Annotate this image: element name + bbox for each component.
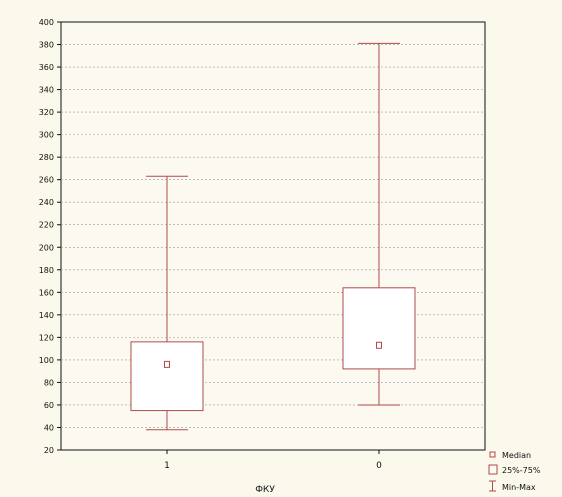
legend-item-box: 25%-75% — [488, 464, 541, 475]
y-tick-label: 360 — [39, 63, 54, 72]
y-tick-label: 380 — [39, 41, 54, 50]
legend: Median 25%-75% Min-Max — [488, 451, 541, 492]
boxes — [130, 42, 416, 431]
y-tick-label: 80 — [44, 378, 54, 387]
median-marker — [376, 341, 382, 349]
y-tick-label: 100 — [39, 356, 54, 365]
median-marker — [164, 360, 170, 368]
legend-item-whisker: Min-Max — [489, 480, 536, 492]
y-tick-label: 280 — [39, 153, 54, 162]
y-tick-label: 400 — [39, 18, 54, 27]
y-tick-label: 260 — [39, 176, 54, 185]
x-axis-label: ФКУ — [255, 485, 275, 495]
y-tick-label: 160 — [39, 288, 54, 297]
median-marker-icon — [489, 451, 496, 458]
y-tick-label: 300 — [39, 131, 54, 140]
box-group-0 — [342, 42, 416, 406]
y-tick-label: 60 — [44, 401, 54, 410]
box-legend-icon — [488, 464, 498, 475]
box-group-1 — [130, 175, 204, 431]
y-tick-label: 140 — [39, 311, 54, 320]
legend-label-whisker: Min-Max — [502, 483, 536, 492]
iqr-box — [130, 341, 204, 412]
y-tick-label: 220 — [39, 221, 54, 230]
x-tick-label: 1 — [164, 461, 170, 471]
y-axis-ticks: 20 40 60 80 100 120 140 160 180 200 220 240 260 280 30… — [39, 18, 61, 455]
y-tick-label: 340 — [39, 86, 54, 95]
y-tick-label: 240 — [39, 198, 54, 207]
iqr-box — [342, 287, 416, 370]
y-tick-label: 120 — [39, 333, 54, 342]
y-tick-label: 20 — [44, 446, 54, 455]
y-tick-label: 180 — [39, 266, 54, 275]
plot-area — [60, 21, 486, 451]
legend-label-box: 25%-75% — [502, 466, 541, 475]
legend-label-median: Median — [502, 451, 531, 460]
x-tick-label: 0 — [376, 461, 382, 471]
legend-item-median: Median — [489, 451, 531, 460]
y-tick-label: 320 — [39, 108, 54, 117]
y-tick-label: 40 — [44, 423, 54, 432]
y-tick-label: 200 — [39, 243, 54, 252]
whisker-legend-icon — [489, 480, 496, 492]
